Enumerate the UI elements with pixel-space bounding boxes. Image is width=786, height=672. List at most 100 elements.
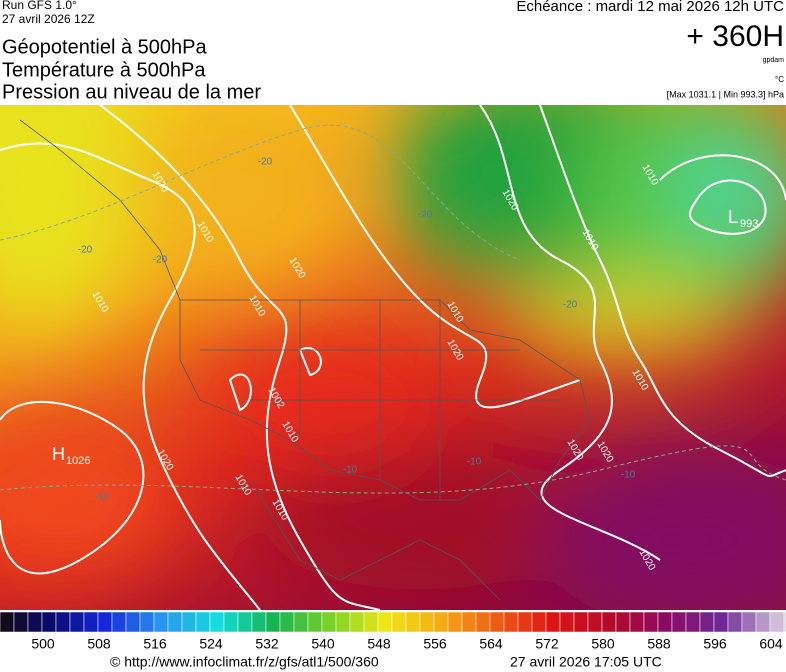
color-swatch bbox=[461, 611, 477, 633]
color-swatch bbox=[419, 611, 435, 633]
color-swatch bbox=[153, 611, 169, 633]
color-swatch bbox=[643, 611, 659, 633]
colorbar-label: 516 bbox=[143, 636, 167, 652]
color-swatch bbox=[769, 611, 785, 633]
color-swatch bbox=[783, 611, 786, 633]
contour-label: -20 bbox=[78, 245, 93, 256]
colorbar: 500 508 516 524 532 540 548 556 564 572 580 588 596 6… bbox=[0, 611, 786, 652]
color-swatch bbox=[111, 611, 127, 633]
contour-label: -10 bbox=[95, 492, 110, 503]
color-swatch bbox=[223, 611, 239, 633]
footer-date: 27 avril 2026 17:05 UTC bbox=[510, 654, 662, 670]
color-swatch bbox=[41, 611, 57, 633]
color-swatch bbox=[55, 611, 71, 633]
colorbar-label: 556 bbox=[423, 636, 447, 652]
color-swatch bbox=[699, 611, 715, 633]
color-swatch bbox=[237, 611, 253, 633]
colorbar-label: 596 bbox=[703, 636, 727, 652]
color-swatch bbox=[573, 611, 589, 633]
color-swatch bbox=[601, 611, 617, 633]
map bbox=[0, 105, 786, 610]
color-swatch bbox=[321, 611, 337, 633]
color-swatch bbox=[545, 611, 561, 633]
color-swatch bbox=[13, 611, 29, 633]
color-swatch bbox=[405, 611, 421, 633]
color-swatch bbox=[447, 611, 463, 633]
colorbar-label: 564 bbox=[479, 636, 503, 652]
lead-time: + 360H bbox=[686, 20, 784, 53]
colorbar-label: 532 bbox=[255, 636, 279, 652]
color-swatch bbox=[377, 611, 393, 633]
color-swatch bbox=[209, 611, 225, 633]
title: Température à 500hPa bbox=[2, 59, 206, 81]
title: Pression au niveau de la mer bbox=[2, 81, 261, 103]
colorbar-label: 604 bbox=[759, 636, 783, 652]
color-swatch bbox=[181, 611, 197, 633]
colorbar-label: 540 bbox=[311, 636, 335, 652]
contour-label: -20 bbox=[418, 210, 433, 221]
color-swatch bbox=[727, 611, 743, 633]
color-swatch bbox=[167, 611, 183, 633]
run-date: 27 avril 2026 12Z bbox=[2, 12, 95, 26]
colorbar-label: 588 bbox=[647, 636, 671, 652]
color-swatch bbox=[251, 611, 267, 633]
color-swatch bbox=[615, 611, 631, 633]
unit-temp: °C bbox=[775, 75, 784, 84]
color-swatch bbox=[503, 611, 519, 633]
color-swatch bbox=[0, 611, 15, 633]
color-swatch bbox=[27, 611, 43, 633]
contour-label: -20 bbox=[563, 300, 578, 311]
unit-geo: gpdam bbox=[763, 57, 785, 64]
forecast: Echéance : mardi 12 mai 2026 12h UTC bbox=[516, 0, 784, 15]
colorbar-label: 500 bbox=[31, 636, 55, 652]
color-swatch bbox=[279, 611, 295, 633]
color-swatch bbox=[293, 611, 309, 633]
contour-label: -10 bbox=[467, 457, 482, 468]
contour-label: -20 bbox=[258, 157, 273, 168]
color-swatch bbox=[517, 611, 533, 633]
low-value: 993 bbox=[740, 218, 758, 230]
color-swatch bbox=[587, 611, 603, 633]
color-swatch bbox=[713, 611, 729, 633]
color-swatch bbox=[69, 611, 85, 633]
color-swatch bbox=[489, 611, 505, 633]
color-swatch bbox=[391, 611, 407, 633]
color-swatch bbox=[433, 611, 449, 633]
color-swatch bbox=[657, 611, 673, 633]
color-swatch bbox=[195, 611, 211, 633]
colorbar-label: 524 bbox=[199, 636, 223, 652]
color-swatch bbox=[363, 611, 379, 633]
range: [Max 1031.1 | Min 993.3] hPa bbox=[667, 89, 784, 99]
low-symbol: L bbox=[728, 207, 738, 227]
color-swatch bbox=[83, 611, 99, 633]
high-symbol: H bbox=[52, 444, 65, 464]
color-swatch bbox=[335, 611, 351, 633]
title: Géopotentiel à 500hPa bbox=[2, 36, 207, 58]
color-swatch bbox=[97, 611, 113, 633]
color-swatch bbox=[741, 611, 757, 633]
colorbar-label: 580 bbox=[591, 636, 615, 652]
color-swatch bbox=[139, 611, 155, 633]
color-swatch bbox=[265, 611, 281, 633]
color-swatch bbox=[559, 611, 575, 633]
isobars bbox=[0, 105, 786, 610]
color-swatch bbox=[307, 611, 323, 633]
color-swatch bbox=[475, 611, 491, 633]
color-swatch bbox=[685, 611, 701, 633]
isotherms bbox=[0, 124, 786, 494]
color-swatch bbox=[531, 611, 547, 633]
contour-label: -10 bbox=[343, 465, 358, 476]
colorbar-label: 572 bbox=[535, 636, 559, 652]
color-swatch bbox=[755, 611, 771, 633]
color-swatch bbox=[671, 611, 687, 633]
color-swatch bbox=[125, 611, 141, 633]
color-swatch bbox=[349, 611, 365, 633]
contour-label: -10 bbox=[621, 470, 636, 481]
colorbar-label: 508 bbox=[87, 636, 111, 652]
contour-label: -20 bbox=[153, 255, 168, 266]
colorbar-label: 548 bbox=[367, 636, 391, 652]
run: Run GFS 1.0° bbox=[2, 0, 77, 12]
borders bbox=[19, 119, 591, 601]
high-value: 1026 bbox=[66, 455, 90, 467]
